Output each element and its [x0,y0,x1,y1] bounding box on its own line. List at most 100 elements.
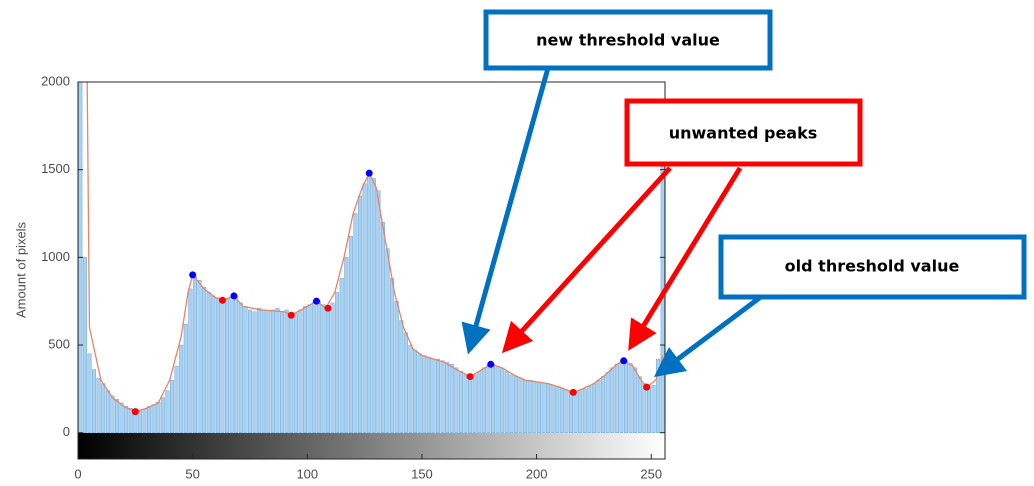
bar [124,406,129,433]
bar [220,300,225,433]
peak-point [312,297,320,305]
bar [513,376,518,433]
bar [192,276,197,433]
annotation-box [624,98,863,167]
x-tick-label: 250 [640,466,662,481]
annotation-text: unwanted peaks [669,124,818,143]
bar [509,374,514,433]
bar [380,222,385,433]
bar [206,292,211,433]
annotation-text: old threshold value [785,257,960,276]
bar [591,383,596,433]
x-tick-label: 200 [526,466,548,481]
bar [183,323,188,433]
bar [367,172,372,433]
bar [504,371,509,433]
bar [413,350,418,433]
bar [321,304,326,433]
gradient-bar [78,433,665,459]
bar [578,390,583,433]
bar [646,386,651,433]
bar [238,302,243,433]
arrow [501,166,672,354]
arrow [461,67,551,355]
bar [440,360,445,433]
bar [160,397,165,433]
bar [500,368,505,433]
bar [312,301,317,433]
bar [477,371,482,433]
bar [463,374,468,433]
bar [541,382,546,433]
bar [371,178,376,433]
bar [637,376,642,433]
bar [403,332,408,433]
bar [399,320,404,433]
y-tick-label: 0 [63,424,70,439]
bar [596,379,601,433]
bar [491,364,496,433]
peak-point [487,360,495,368]
bar [610,367,615,433]
bar [284,309,289,433]
bar [605,372,610,433]
bar [445,362,450,433]
bar [165,390,170,433]
valley-point [287,311,295,319]
bar [550,385,555,433]
bar [211,295,216,433]
bar [142,408,147,433]
bar [316,300,321,433]
bar [559,387,564,433]
bar [105,390,110,433]
bar [536,381,541,433]
bar [472,374,477,433]
bar [344,257,349,433]
bar [266,311,271,433]
bar [188,288,193,433]
bar [348,236,353,433]
bar [247,309,252,433]
bar [468,376,473,433]
bar [252,311,257,433]
bar [257,308,262,433]
bar [582,388,587,433]
bar [87,353,92,433]
bar [642,383,647,433]
valley-point [218,296,226,304]
bar [119,402,124,433]
smoothed-curve [86,82,664,413]
bar [215,297,220,433]
y-tick-label: 1000 [41,249,70,264]
bar [362,183,367,433]
bar [624,360,629,433]
bar [234,295,239,433]
peak-point [230,292,238,300]
x-tick-label: 50 [185,466,199,481]
bar [170,379,175,433]
bar [303,306,307,433]
bar [358,195,363,433]
axes-box [77,81,666,460]
bar [174,365,179,433]
bar [96,378,101,433]
bar [179,344,184,433]
bar [307,304,312,433]
bar [261,309,266,433]
bar [330,302,335,433]
y-tick-label: 2000 [41,73,70,88]
bar [527,379,532,433]
arrow [628,166,743,351]
bar [523,379,528,433]
bar [417,353,422,433]
y-tick-label: 500 [48,336,70,351]
x-tick-label: 150 [411,466,433,481]
bar [147,406,152,433]
bar [390,278,395,433]
bar [408,344,413,433]
bar [128,407,133,433]
bar [275,308,280,433]
bar [568,391,573,433]
valley-point [569,388,577,396]
bar [619,361,624,433]
